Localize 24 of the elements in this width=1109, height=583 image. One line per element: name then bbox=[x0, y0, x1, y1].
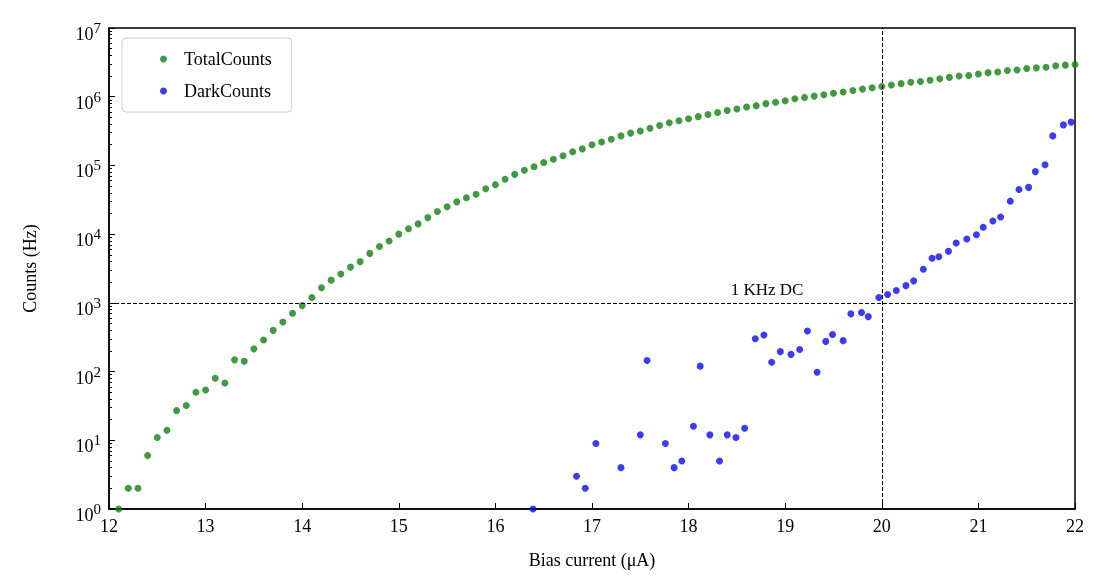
x-tick-label: 19 bbox=[776, 516, 795, 536]
y-tick-label: 10$^{4}$ bbox=[75, 225, 101, 253]
x-tick-label: 12 bbox=[100, 516, 118, 536]
y-tick-label: 10$^{5}$ bbox=[75, 156, 101, 184]
x-tick-label: 21 bbox=[969, 516, 988, 536]
x-tick-label: 16 bbox=[486, 516, 505, 536]
x-tick-label: 15 bbox=[389, 516, 408, 536]
y-tick-label: 10$^{7}$ bbox=[75, 19, 101, 46]
y-tick-label: 10$^{3}$ bbox=[75, 293, 101, 321]
y-tick-label: 10$^{1}$ bbox=[75, 431, 101, 459]
x-tick-label: 20 bbox=[872, 516, 891, 536]
x-tick-label: 17 bbox=[583, 516, 601, 536]
ref-line-label: 1 KHz DC bbox=[730, 279, 804, 299]
y-tick-label: 10$^{2}$ bbox=[75, 362, 101, 390]
y-tick-label: 10$^{6}$ bbox=[75, 87, 101, 115]
x-tick-label: 18 bbox=[679, 516, 698, 536]
x-tick-label: 14 bbox=[293, 516, 312, 536]
y-axis-title: Counts (Hz) bbox=[20, 224, 41, 313]
x-tick-label: 13 bbox=[196, 516, 215, 536]
x-tick-label: 22 bbox=[1066, 516, 1084, 536]
legend-label: DarkCounts bbox=[184, 81, 271, 101]
y-tick-label: 10$^{0}$ bbox=[75, 500, 101, 527]
legend-label: TotalCounts bbox=[184, 49, 272, 69]
x-axis-title: Bias current (μA) bbox=[528, 550, 656, 571]
